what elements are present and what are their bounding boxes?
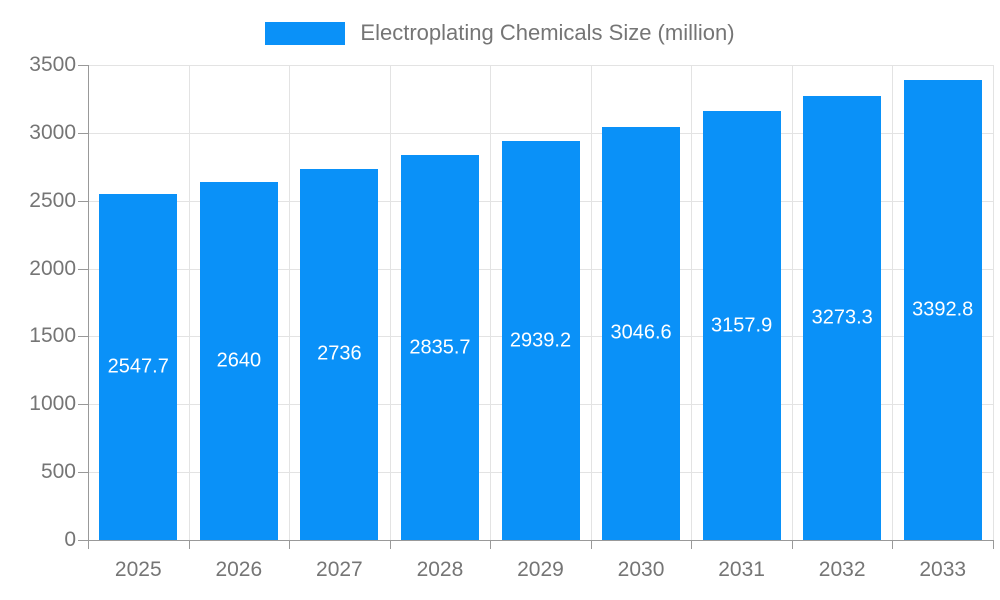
- bar-2029[interactable]: 2939.2: [501, 141, 580, 540]
- x-axis-tick-label: 2027: [316, 558, 363, 581]
- bar-2027[interactable]: 2736: [300, 168, 379, 540]
- x-axis-tick-label: 2030: [617, 558, 665, 581]
- x-axis-tick: [490, 540, 492, 549]
- x-axis-tick: [691, 540, 693, 549]
- bar-2031[interactable]: 3157.9: [702, 111, 781, 540]
- x-axis-tick-label: 2032: [818, 558, 866, 581]
- bar-value-label: 3392.8: [912, 298, 974, 321]
- y-axis-tick: [78, 336, 88, 338]
- gridline-horizontal: [88, 65, 993, 66]
- y-axis-tick: [78, 132, 88, 134]
- y-axis-line: [88, 65, 89, 549]
- y-axis-tick-label: 500: [40, 460, 76, 484]
- y-axis-tick-label: 0: [64, 528, 76, 551]
- x-axis-tick-label: 2025: [114, 558, 162, 581]
- gridline-vertical: [289, 65, 291, 540]
- x-axis-tick-label: 2026: [215, 558, 263, 581]
- x-axis-tick: [289, 540, 291, 549]
- y-axis-tick-label: 3000: [29, 120, 76, 144]
- x-axis-tick: [389, 540, 391, 549]
- gridline-vertical: [993, 65, 994, 540]
- bar-value-label: 2547.7: [107, 355, 169, 378]
- gridline-horizontal: [88, 132, 993, 134]
- bar-value-label: 2640: [216, 349, 262, 372]
- y-axis-tick-label: 1000: [29, 392, 76, 416]
- legend[interactable]: Electroplating Chemicals Size (million): [0, 20, 1000, 46]
- bar-value-label: 3046.6: [610, 321, 672, 344]
- x-axis-tick: [892, 540, 894, 549]
- bar-value-label: 3157.9: [711, 314, 773, 337]
- x-axis-tick-label: 2029: [517, 558, 564, 581]
- y-axis-tick-label: 3500: [29, 53, 76, 76]
- x-axis-tick: [188, 540, 190, 549]
- y-axis-tick: [78, 268, 88, 270]
- gridline-vertical: [188, 65, 190, 540]
- y-axis-tick-label: 2000: [29, 256, 76, 280]
- y-axis-tick-label: 1500: [29, 324, 76, 348]
- gridline-vertical: [590, 65, 592, 540]
- x-axis-line: [78, 540, 993, 541]
- y-axis-tick-label: 2500: [29, 188, 76, 212]
- bar-value-label: 3273.3: [811, 306, 873, 329]
- gridline-vertical: [791, 65, 793, 540]
- x-axis-tick: [791, 540, 793, 549]
- gridline-vertical: [691, 65, 693, 540]
- x-axis-tick-label: 2028: [416, 558, 464, 581]
- bar-2030[interactable]: 3046.6: [602, 126, 681, 540]
- gridline-vertical: [892, 65, 894, 540]
- x-axis-tick-label: 2033: [919, 558, 967, 581]
- legend-label: Electroplating Chemicals Size (million): [360, 20, 735, 45]
- y-axis-tick: [78, 472, 88, 474]
- bar-value-label: 2835.7: [409, 336, 471, 359]
- y-axis-tick: [78, 200, 88, 202]
- bar-2033[interactable]: 3392.8: [903, 79, 982, 540]
- bar-2032[interactable]: 3273.3: [803, 95, 882, 540]
- bar-value-label: 2939.2: [509, 329, 572, 352]
- gridline-vertical: [490, 65, 492, 540]
- legend-swatch: [265, 21, 346, 45]
- bar-2025[interactable]: 2547.7: [99, 194, 178, 540]
- bar-value-label: 2736: [317, 342, 362, 365]
- y-axis-tick: [78, 404, 88, 406]
- y-axis-tick: [78, 65, 88, 66]
- x-axis-tick: [993, 540, 994, 549]
- bar-2026[interactable]: 2640: [199, 181, 278, 540]
- x-axis-tick-label: 2031: [718, 558, 765, 581]
- bar-2028[interactable]: 2835.7: [400, 155, 479, 540]
- plot-area: 2547.7 2025 2640 2026 2736 2027 2835.7 2028 2939…: [78, 65, 994, 581]
- gridline-vertical: [389, 65, 391, 540]
- x-axis-tick: [590, 540, 592, 549]
